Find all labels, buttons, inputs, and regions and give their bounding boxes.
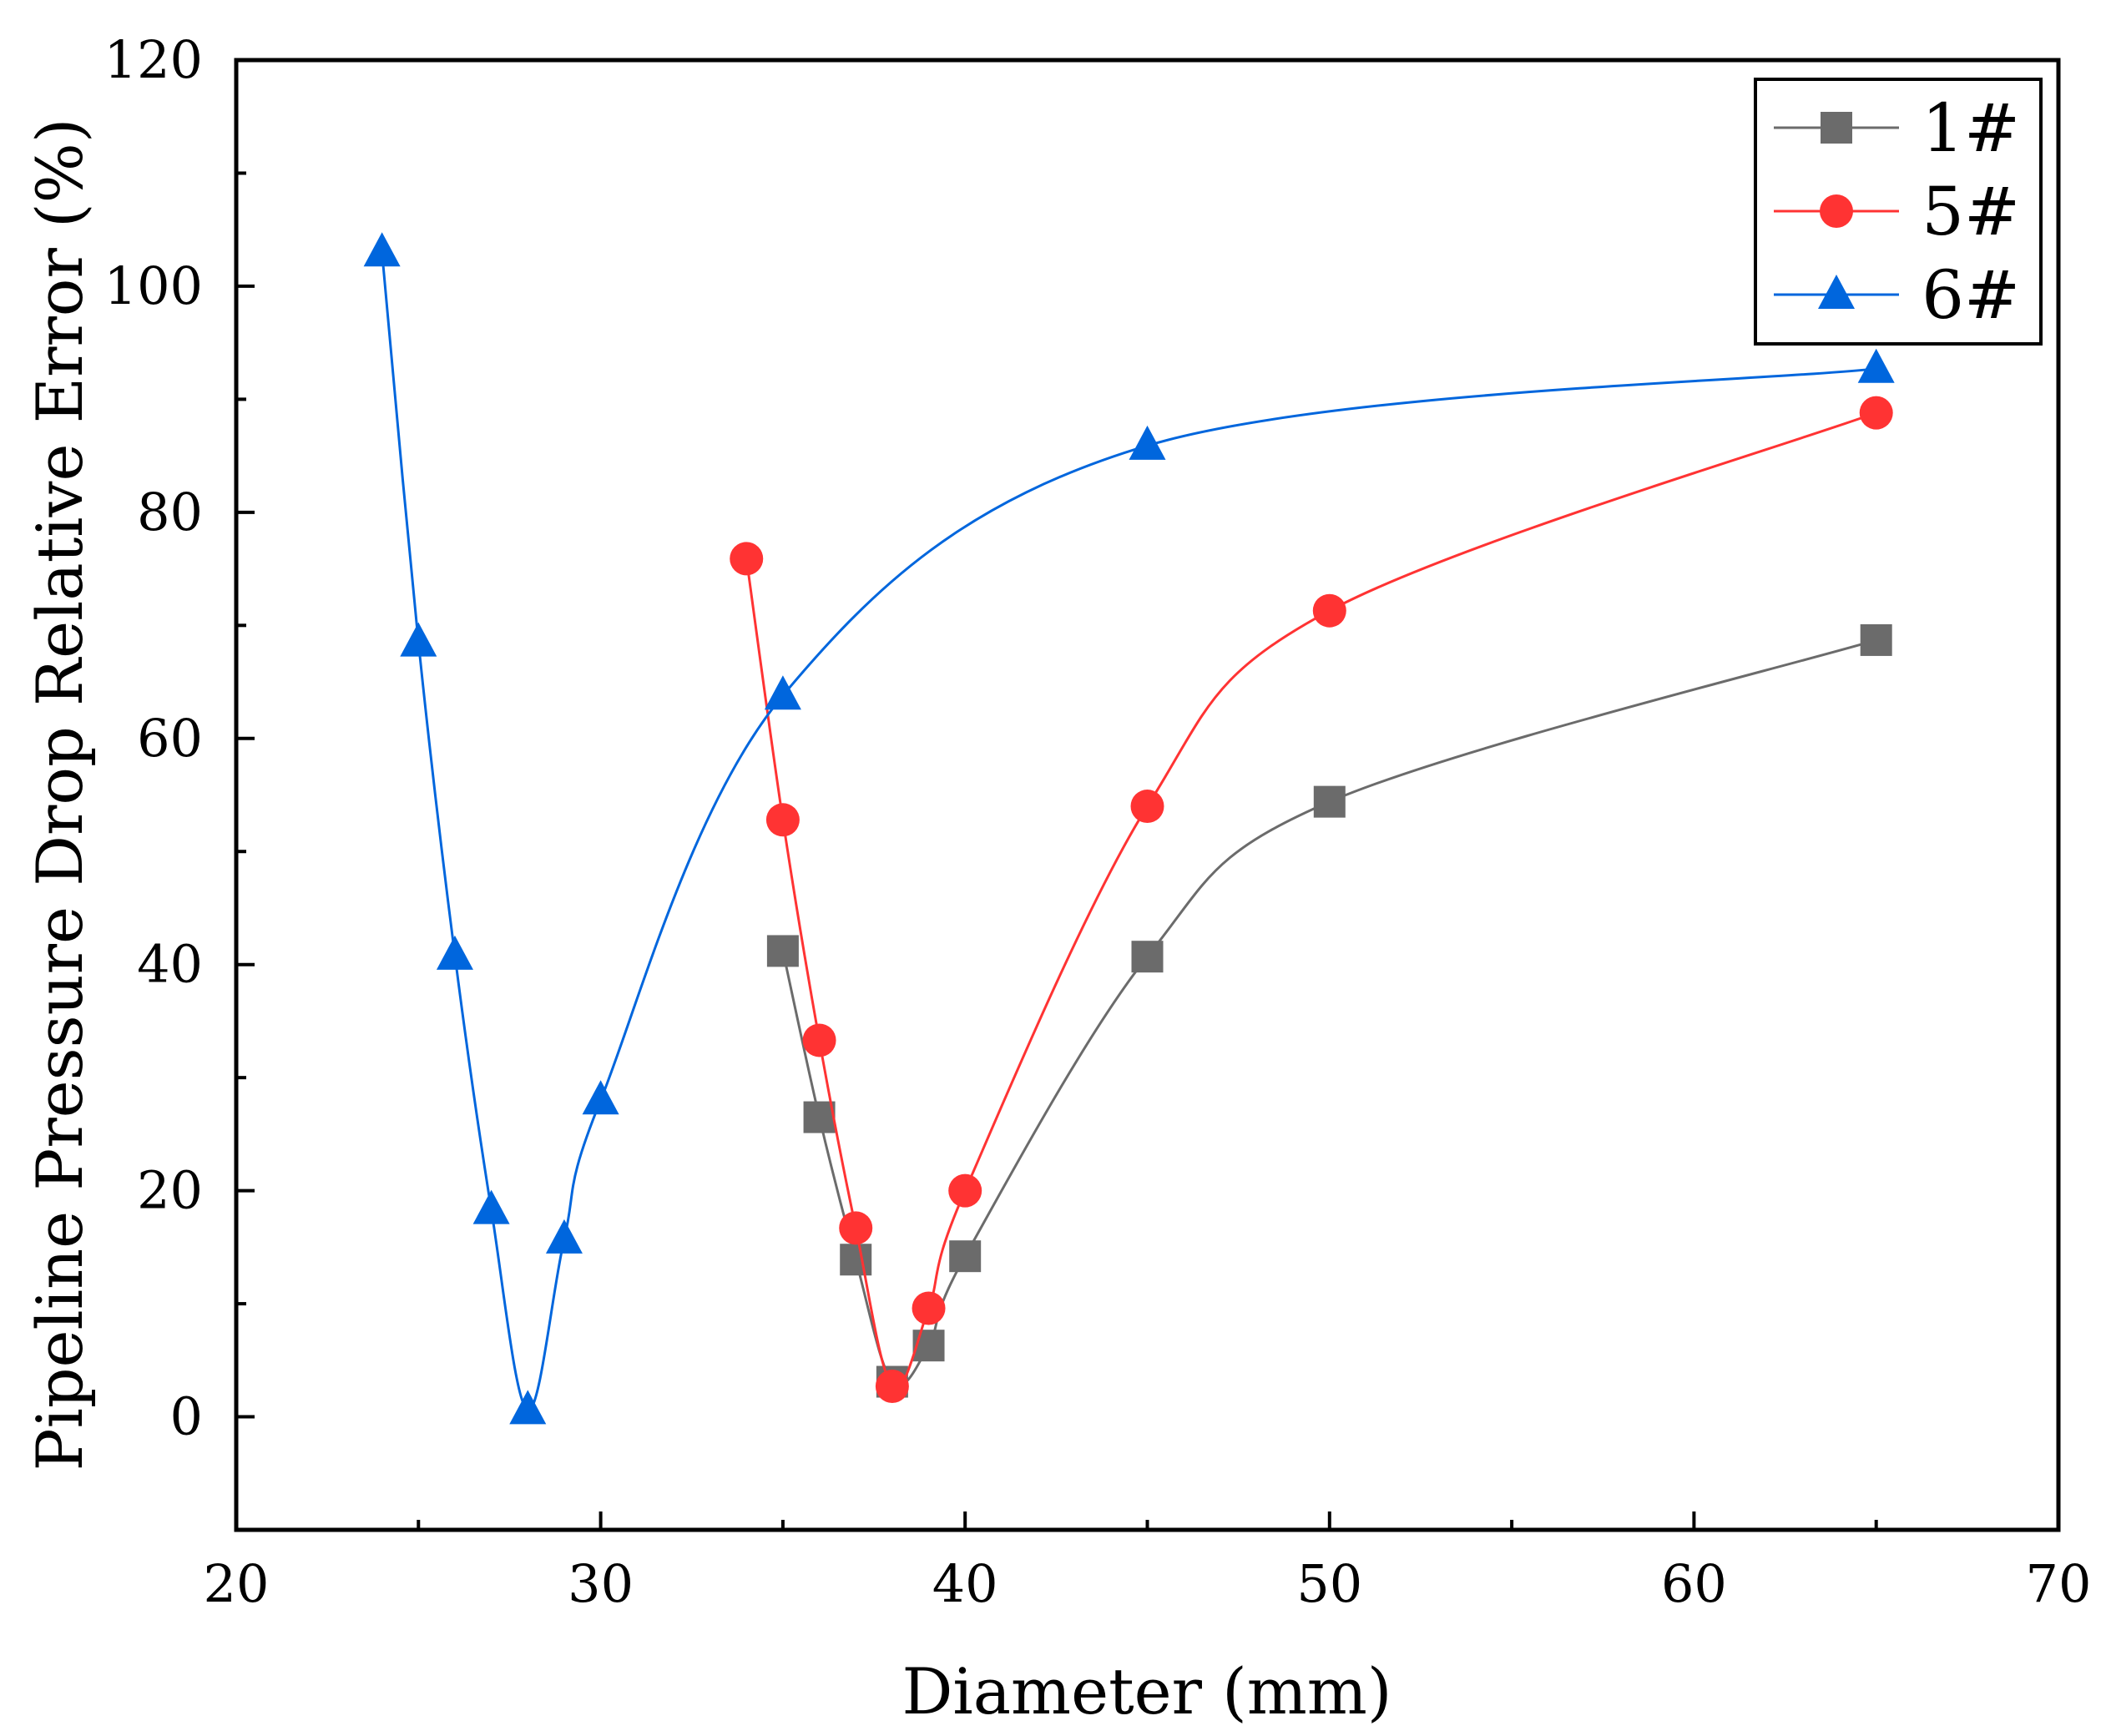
data-point-6 [400, 622, 437, 657]
data-point-1 [949, 1240, 982, 1273]
data-point-1 [803, 1101, 836, 1133]
data-point-6 [582, 1080, 619, 1115]
data-point-1 [840, 1244, 872, 1276]
legend-label-5: 5# [1922, 173, 2020, 250]
y-tick-label: 120 [104, 29, 203, 90]
series-line-1 [781, 638, 1877, 1387]
data-point-5 [948, 1173, 982, 1208]
x-axis-title: Diameter (mm) [902, 1654, 1391, 1728]
series-line-6 [381, 252, 1876, 1411]
series-6 [363, 232, 1895, 1425]
y-tick-label: 40 [137, 934, 203, 995]
data-point-5 [730, 542, 764, 576]
data-point-1 [1313, 785, 1346, 818]
data-point-6 [764, 675, 801, 710]
data-point-1 [1860, 623, 1892, 656]
legend-marker-5 [1820, 194, 1853, 228]
data-point-6 [1129, 425, 1166, 460]
series-5 [730, 396, 1893, 1403]
legend-item-1: 1# [1774, 89, 2020, 167]
x-tick-label: 30 [568, 1553, 634, 1614]
y-tick-label: 0 [170, 1386, 203, 1447]
legend: 1#5#6# [1754, 78, 2043, 346]
data-point-5 [1859, 396, 1893, 430]
legend-label-1: 1# [1922, 89, 2020, 167]
x-tick-label: 60 [1661, 1553, 1727, 1614]
data-point-6 [1857, 348, 1895, 383]
data-point-6 [363, 232, 401, 267]
x-tick-label: 70 [2026, 1553, 2092, 1614]
data-point-1 [1131, 941, 1164, 973]
data-point-6 [509, 1390, 547, 1425]
data-point-5 [912, 1291, 946, 1325]
y-tick-label: 20 [137, 1160, 203, 1221]
legend-marker-1 [1821, 112, 1852, 144]
data-point-5 [1312, 593, 1346, 628]
legend-item-5: 5# [1774, 173, 2020, 250]
axis-ticks: 20 30 40 50 60 70 0 20 40 60 80 100 120 [104, 29, 2092, 1614]
series-layer [363, 232, 1895, 1425]
data-point-5 [875, 1369, 909, 1403]
data-point-6 [545, 1219, 583, 1254]
data-point-1 [766, 935, 799, 967]
x-tick-label: 50 [1296, 1553, 1362, 1614]
legend-item-6: 6# [1774, 256, 2020, 334]
data-point-6 [472, 1189, 510, 1224]
x-tick-label: 20 [204, 1553, 270, 1614]
data-point-5 [802, 1023, 836, 1057]
x-tick-label: 40 [932, 1553, 998, 1614]
data-point-1 [912, 1330, 945, 1362]
data-point-5 [1130, 790, 1164, 824]
data-point-5 [765, 803, 800, 837]
data-point-5 [839, 1211, 873, 1245]
legend-label-6: 6# [1922, 256, 2020, 334]
y-tick-label: 60 [137, 708, 203, 769]
y-tick-label: 80 [137, 482, 203, 542]
data-point-6 [436, 935, 473, 970]
y-tick-label: 100 [104, 255, 203, 316]
y-axis-title: Pipeline Pressure Drop Relative Error (%… [23, 118, 97, 1471]
series-line-5 [745, 411, 1877, 1390]
legend-marker-6 [1818, 275, 1855, 309]
